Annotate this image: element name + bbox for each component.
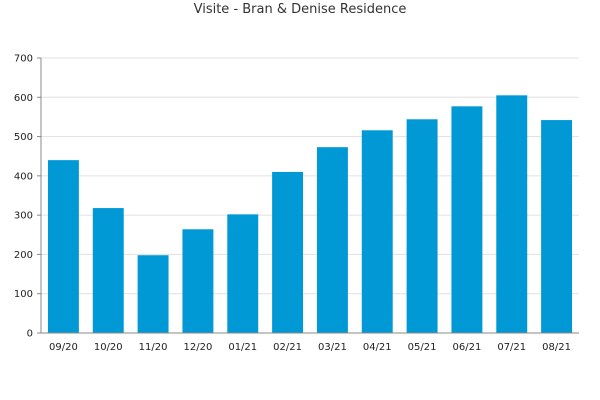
y-tick-label: 300 bbox=[14, 211, 33, 222]
chart-title: Visite - Bran & Denise Residence bbox=[193, 2, 407, 17]
y-tick-label: 0 bbox=[27, 329, 33, 340]
x-tick-label: 06/21 bbox=[453, 342, 482, 353]
x-tick-label: 10/20 bbox=[94, 342, 123, 353]
bar-02/21 bbox=[272, 171, 304, 333]
y-tick-label: 500 bbox=[14, 132, 33, 143]
y-tick-label: 700 bbox=[14, 54, 33, 65]
tick-labels: 0 100 200 300 400 500 600 700 09/20 10/20 11/20 12/… bbox=[14, 54, 571, 354]
y-tick-label: 100 bbox=[14, 289, 33, 300]
y-tick-label: 200 bbox=[14, 250, 33, 261]
bar-05/21 bbox=[406, 119, 438, 334]
bar-01/21 bbox=[227, 214, 259, 333]
x-tick-label: 04/21 bbox=[363, 342, 392, 353]
bar-series bbox=[47, 95, 573, 334]
x-tick-label: 12/20 bbox=[184, 342, 213, 353]
x-tick-label: 09/20 bbox=[49, 342, 78, 353]
bar-09/20 bbox=[47, 160, 79, 333]
bar-10/20 bbox=[92, 208, 124, 333]
bar-07/21 bbox=[496, 95, 528, 333]
bar-03/21 bbox=[316, 147, 348, 333]
bar-06/21 bbox=[451, 106, 483, 333]
x-tick-label: 02/21 bbox=[273, 342, 302, 353]
x-tick-label: 01/21 bbox=[228, 342, 257, 353]
x-tick-label: 03/21 bbox=[318, 342, 347, 353]
x-tick-label: 07/21 bbox=[497, 342, 526, 353]
grid-lines bbox=[41, 57, 579, 295]
bar-08/21 bbox=[541, 120, 573, 333]
x-tick-label: 11/20 bbox=[139, 342, 168, 353]
bar-12/20 bbox=[182, 229, 214, 333]
x-tick-label: 08/21 bbox=[542, 342, 571, 353]
bar-11/20 bbox=[137, 255, 169, 333]
axes bbox=[37, 57, 579, 334]
y-tick-label: 400 bbox=[14, 171, 33, 182]
bar-04/21 bbox=[361, 130, 393, 333]
x-tick-label: 05/21 bbox=[408, 342, 437, 353]
y-tick-label: 600 bbox=[14, 93, 33, 104]
